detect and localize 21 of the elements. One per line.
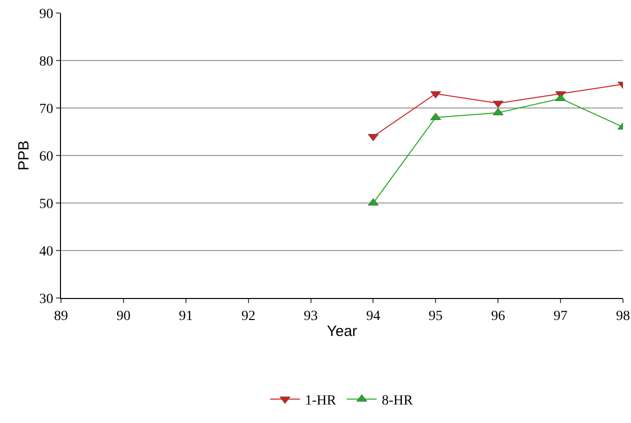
y-tick-label: 70	[39, 102, 54, 117]
x-axis-title: Year	[326, 322, 358, 340]
legend-label: 8-HR	[382, 394, 414, 409]
x-tick-label: 94	[366, 308, 380, 324]
y-tick-label: 90	[39, 6, 54, 22]
x-tick-label: 89	[54, 308, 68, 324]
y-tick-label: 30	[39, 292, 54, 307]
x-tick-label: 91	[178, 308, 193, 324]
x-tick-label: 90	[116, 308, 130, 324]
y-axis-title: PPB	[15, 140, 32, 171]
x-tick-label: 96	[491, 308, 506, 324]
y-tick-label: 50	[39, 196, 54, 212]
y-tick-label: 40	[39, 244, 54, 260]
x-tick-label: 97	[554, 308, 568, 324]
x-tick-label: 93	[304, 308, 318, 324]
y-tick-label: 80	[39, 54, 54, 70]
y-tick-label: 60	[39, 149, 54, 164]
legend-label: 1-HR	[305, 394, 337, 409]
x-tick-label: 92	[241, 308, 256, 324]
x-tick-label: 95	[428, 308, 443, 324]
x-tick-label: 98	[616, 308, 630, 324]
